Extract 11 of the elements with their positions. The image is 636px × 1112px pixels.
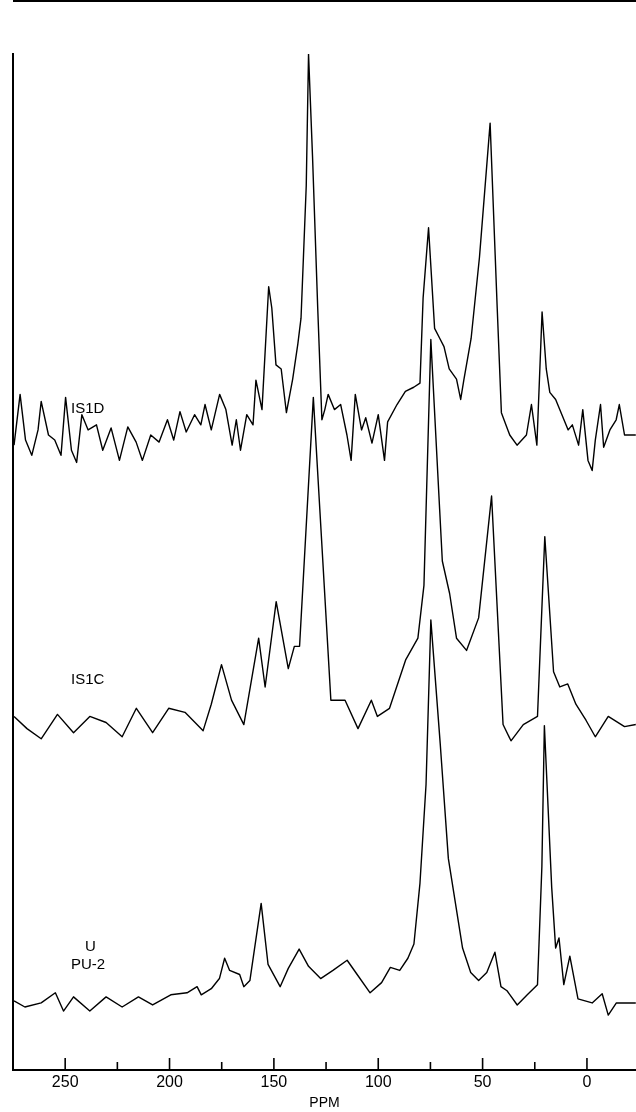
annotation: U <box>85 936 96 954</box>
series-label: IS1D <box>71 399 105 417</box>
text: IS1C <box>71 670 105 688</box>
x-axis-title: PPM <box>309 1094 340 1111</box>
x-tick-label: 0 <box>582 1073 592 1091</box>
x-tick-label: 150 <box>260 1073 288 1091</box>
x-tick-label: 50 <box>473 1073 492 1091</box>
series-label: PU-2 <box>71 954 106 972</box>
x-tick-label: 250 <box>51 1073 79 1091</box>
x-tick-label: 100 <box>364 1073 392 1091</box>
x-tick-label: 200 <box>156 1073 183 1091</box>
